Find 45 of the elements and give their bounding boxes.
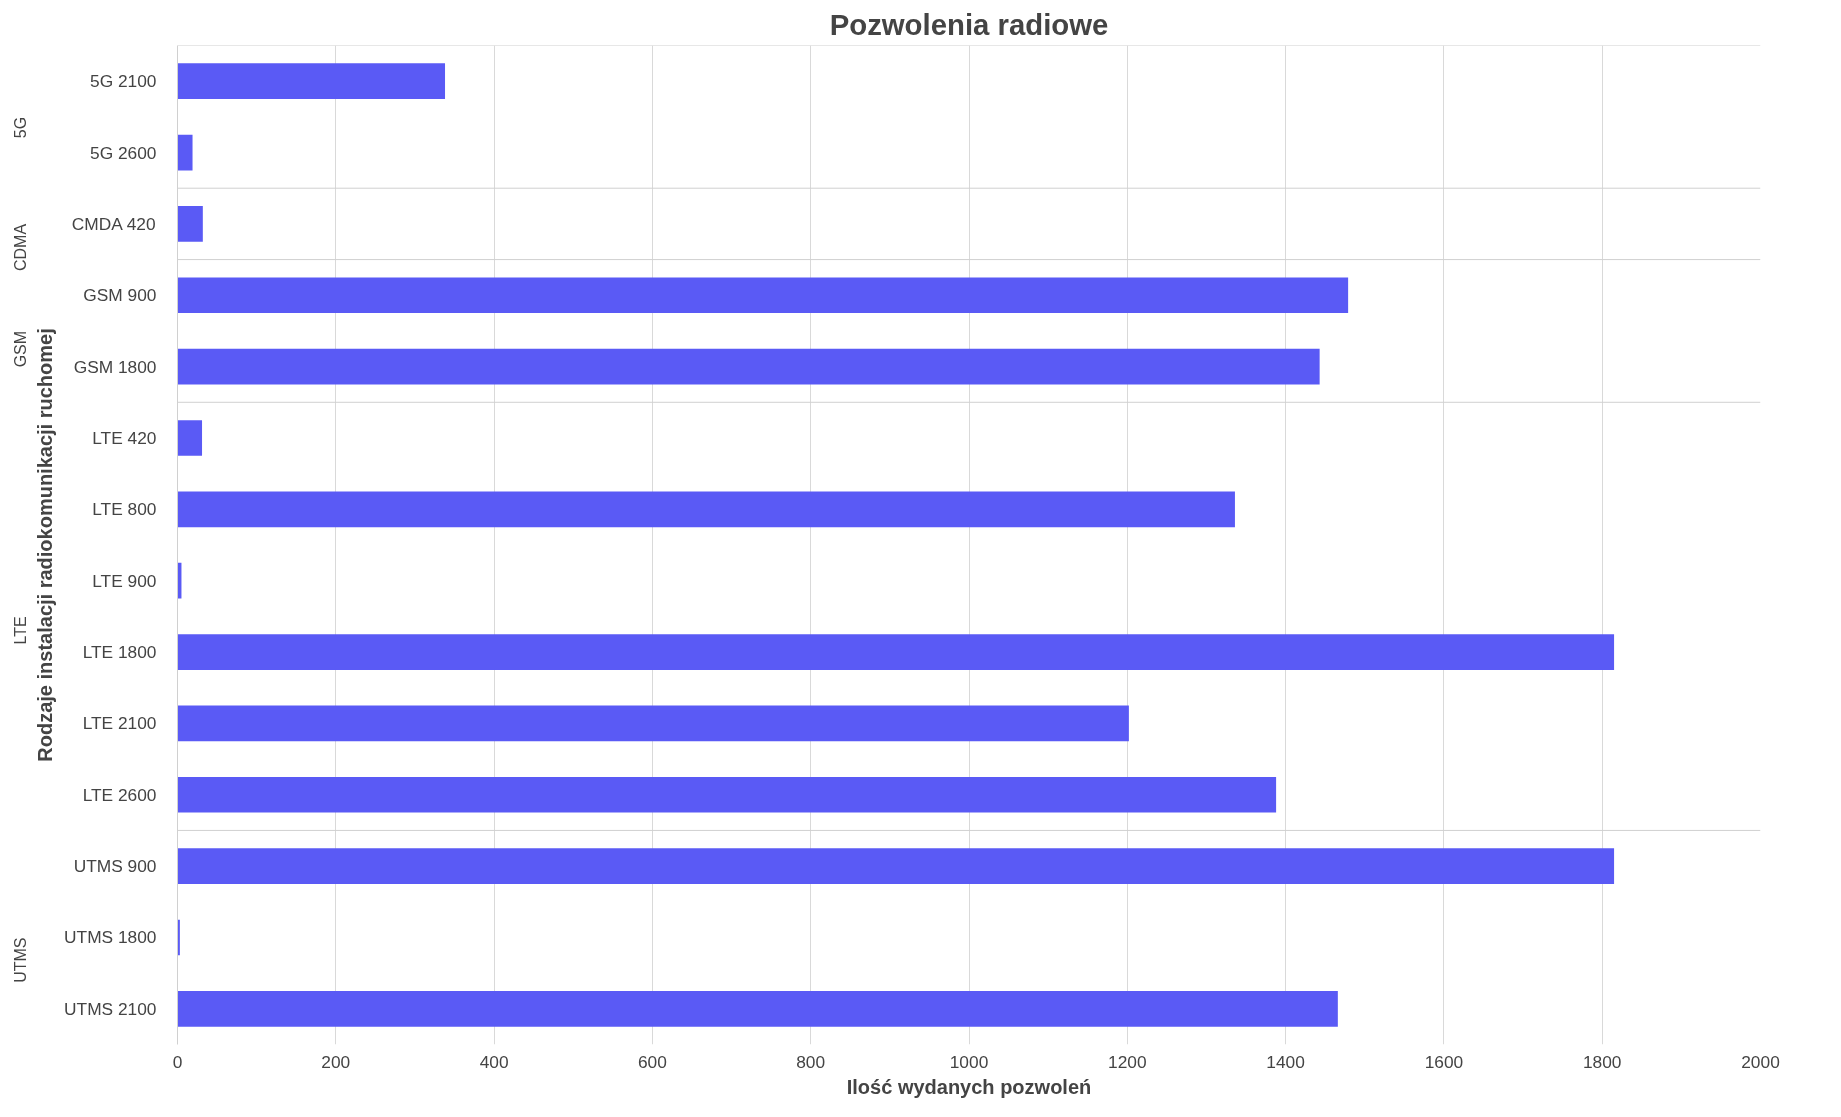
y-tick-label: 5G 2600	[90, 142, 157, 163]
x-tick-label: 1000	[949, 1051, 989, 1072]
y-tick-label: LTE 900	[92, 570, 157, 591]
y-tick-label: LTE 2100	[82, 713, 157, 734]
y-axis-title: Rodzaje instalacji radiokomunikacji ruchomej	[34, 328, 57, 762]
x-tick-label: 2000	[1741, 1051, 1780, 1072]
x-tick-label: 1200	[1108, 1051, 1147, 1072]
bar	[177, 206, 203, 242]
text: UTMS	[12, 937, 29, 983]
bar	[177, 705, 1129, 742]
y-tick-label: UTMS 1800	[64, 927, 157, 948]
bar	[177, 420, 203, 456]
x-tick-label: 200	[321, 1051, 351, 1072]
x-tick-label: 1600	[1424, 1051, 1464, 1072]
x-tick-label: 600	[637, 1051, 667, 1072]
bar	[177, 63, 446, 100]
y-tick-label: UTMS 2100	[64, 998, 157, 1019]
chart-title: Pozwolenia radiowe	[829, 7, 1109, 41]
y-tick-label: LTE 420	[92, 427, 157, 448]
bar	[177, 776, 1277, 813]
y-tick-label: UTMS 900	[73, 856, 157, 877]
x-tick-label: 1800	[1582, 1051, 1622, 1072]
x-axis-title: Ilość wydanych pozwoleń	[846, 1075, 1092, 1098]
bar	[177, 348, 1320, 385]
bar	[177, 634, 1615, 670]
y-tick-label: 5G 2100	[90, 71, 157, 92]
y-tick-label: GSM 900	[83, 285, 157, 306]
y-tick-label: LTE 800	[92, 499, 157, 520]
bar	[177, 848, 1615, 884]
text: LTE	[12, 616, 29, 645]
bar	[177, 491, 1235, 528]
x-tick-label: 1400	[1266, 1051, 1305, 1072]
text: CDMA	[12, 223, 29, 271]
x-tick-label: 400	[479, 1051, 509, 1072]
bar	[177, 134, 193, 171]
text: GSM	[12, 330, 29, 368]
bar	[177, 277, 1349, 314]
x-tick-label: 0	[172, 1051, 183, 1072]
y-tick-label: CMDA 420	[71, 213, 156, 234]
bar	[177, 990, 1338, 1027]
x-tick-label: 800	[796, 1051, 826, 1072]
y-tick-label: GSM 1800	[73, 356, 157, 377]
y-tick-label: LTE 1800	[82, 642, 157, 663]
y-tick-label: LTE 2600	[82, 784, 157, 805]
text: 5G	[12, 116, 29, 139]
